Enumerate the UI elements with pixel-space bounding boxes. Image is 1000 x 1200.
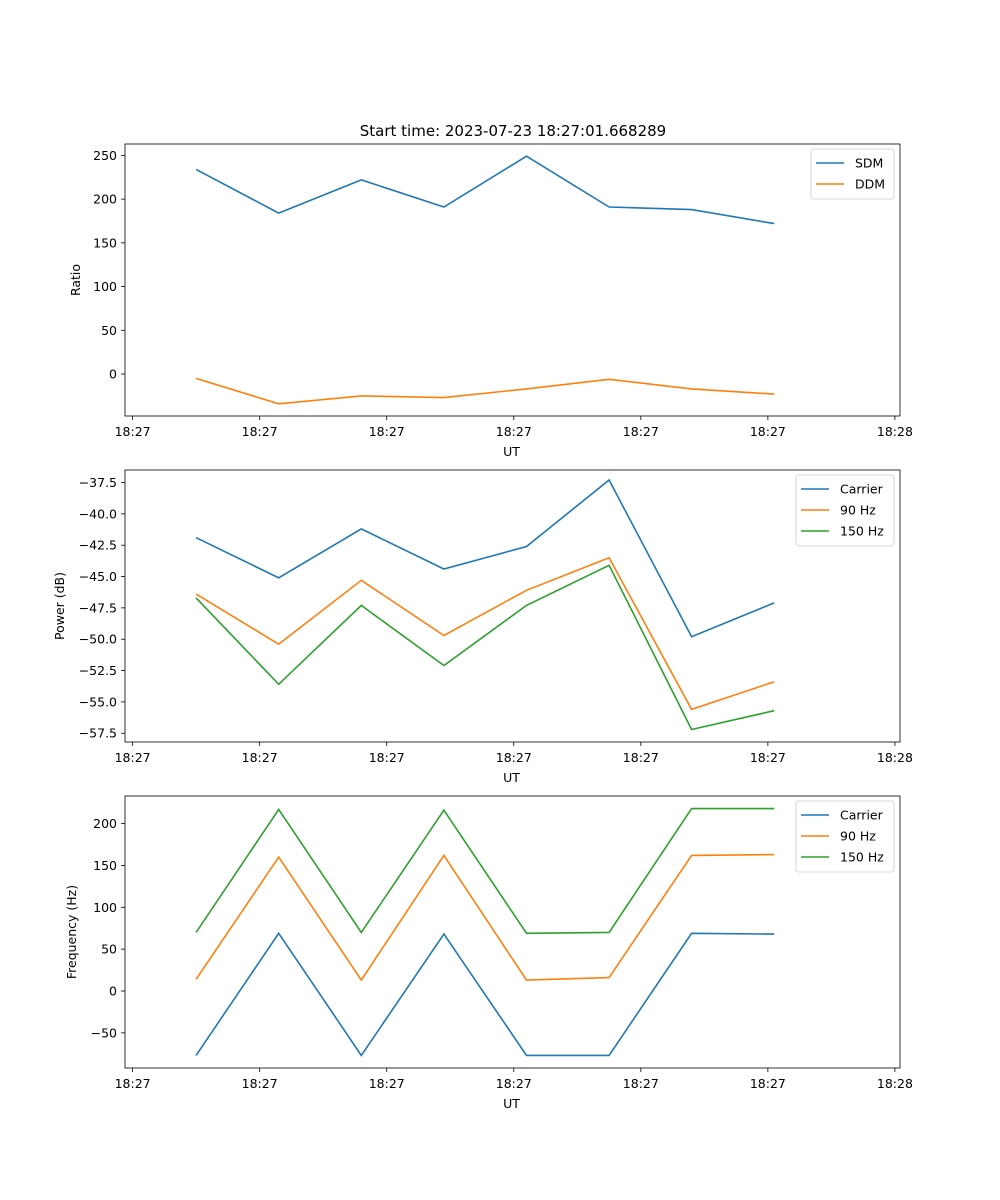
y-tick-label: −50: [91, 1025, 117, 1040]
series-line-ddm: [195, 377, 775, 405]
y-tick-label: 150: [93, 235, 117, 250]
legend-label: SDM: [855, 156, 883, 171]
y-tick-label: 100: [93, 279, 117, 294]
y-tick-label: 150: [93, 858, 117, 873]
y-axis-label: Ratio: [68, 264, 83, 296]
figure-title: Start time: 2023-07-23 18:27:01.668289: [360, 122, 666, 140]
y-tick-label: 0: [109, 984, 117, 999]
x-tick-label: 18:27: [369, 424, 405, 439]
x-tick-label: 18:27: [496, 424, 532, 439]
x-axis-label: UT: [503, 1096, 520, 1111]
x-tick-label: 18:27: [369, 750, 405, 765]
legend-label: 150 Hz: [840, 850, 884, 865]
x-tick-label: 18:27: [623, 424, 659, 439]
legend-label: Carrier: [840, 482, 884, 497]
chart-panel-2: 18:27 18:27 18:27 18:27 18:27 18:27 18:28 −57.5…: [52, 469, 913, 785]
chart-panel-3: 18:27 18:27 18:27 18:27 18:27 18:27 18:28 −50 0 5…: [64, 795, 913, 1111]
legend-label: Carrier: [840, 808, 884, 823]
y-tick-label: −45.0: [79, 569, 117, 584]
series-line-sdm: [195, 155, 775, 225]
y-tick-label: −42.5: [79, 538, 117, 553]
y-tick-label: −50.0: [79, 632, 117, 647]
x-axis-label: UT: [503, 444, 520, 459]
y-tick-label: 200: [93, 192, 117, 207]
y-tick-label: −55.0: [79, 694, 117, 709]
legend-label: 150 Hz: [840, 524, 884, 539]
x-tick-label: 18:27: [115, 424, 151, 439]
x-tick-label: 18:27: [115, 1076, 151, 1091]
plot-frame: [124, 143, 901, 417]
x-tick-label: 18:27: [750, 424, 786, 439]
x-tick-label: 18:28: [877, 424, 913, 439]
x-tick-label: 18:27: [369, 1076, 405, 1091]
plot-frame: [124, 469, 901, 743]
y-tick-label: −57.5: [79, 726, 117, 741]
series-line-150-hz: [195, 807, 775, 935]
x-tick-label: 18:27: [242, 750, 278, 765]
x-tick-label: 18:27: [750, 750, 786, 765]
x-tick-label: 18:27: [115, 750, 151, 765]
legend: Carrier 90 Hz 150 Hz: [795, 800, 895, 873]
legend-label: 90 Hz: [840, 829, 876, 844]
y-tick-label: 100: [93, 900, 117, 915]
legend: SDM DDM: [810, 148, 895, 200]
x-tick-label: 18:28: [877, 1076, 913, 1091]
legend-box: [795, 474, 895, 547]
x-axis-label: UT: [503, 770, 520, 785]
y-tick-label: 0: [109, 367, 117, 382]
y-axis-label: Power (dB): [52, 572, 67, 640]
series-line-carrier: [195, 478, 775, 638]
series-line-150-hz: [195, 564, 775, 731]
x-tick-label: 18:27: [496, 1076, 532, 1091]
x-tick-label: 18:27: [750, 1076, 786, 1091]
x-tick-label: 18:27: [242, 1076, 278, 1091]
y-tick-label: −37.5: [79, 475, 117, 490]
chart-panel-1: 18:27 18:27 18:27 18:27 18:27 18:27 18:28 0 50 10…: [68, 143, 913, 459]
plot-frame: [124, 795, 901, 1069]
series-line-90-hz: [195, 556, 775, 711]
y-tick-label: 50: [101, 942, 117, 957]
y-tick-label: 50: [101, 323, 117, 338]
legend-label: DDM: [855, 177, 885, 192]
y-tick-label: −52.5: [79, 663, 117, 678]
legend-box: [810, 148, 895, 200]
y-tick-label: 200: [93, 816, 117, 831]
y-tick-label: 250: [93, 148, 117, 163]
x-tick-label: 18:27: [623, 750, 659, 765]
x-tick-label: 18:27: [623, 1076, 659, 1091]
legend-label: 90 Hz: [840, 503, 876, 518]
legend: Carrier 90 Hz 150 Hz: [795, 474, 895, 547]
x-tick-label: 18:27: [496, 750, 532, 765]
x-tick-label: 18:28: [877, 750, 913, 765]
series-line-carrier: [195, 931, 775, 1057]
y-axis-label: Frequency (Hz): [64, 885, 79, 979]
legend-box: [795, 800, 895, 873]
series-line-90-hz: [195, 853, 775, 982]
x-tick-label: 18:27: [242, 424, 278, 439]
y-tick-label: −47.5: [79, 600, 117, 615]
y-tick-label: −40.0: [79, 506, 117, 521]
